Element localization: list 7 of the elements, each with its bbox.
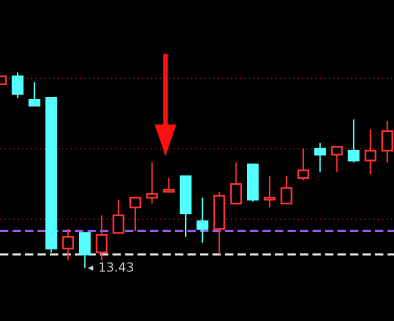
annotation: 13.43 bbox=[100, 262, 134, 272]
candlestick bbox=[381, 120, 394, 164]
candlestick bbox=[364, 128, 376, 175]
candlestick bbox=[314, 142, 326, 173]
candlestick bbox=[196, 196, 208, 244]
candlestick bbox=[96, 214, 108, 262]
candlestick bbox=[264, 175, 276, 208]
